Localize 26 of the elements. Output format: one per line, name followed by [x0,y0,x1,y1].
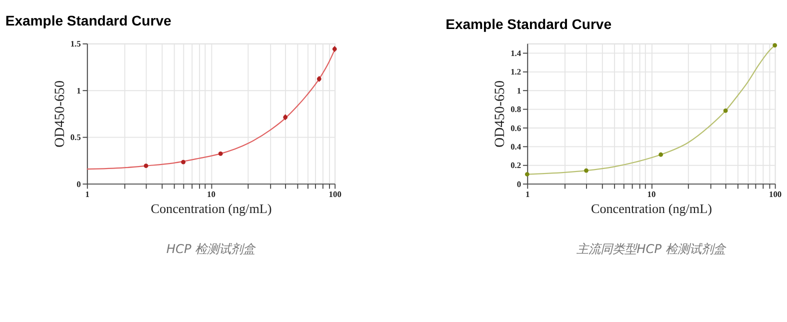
x-tick-label: 10 [207,190,216,200]
x-tick-label: 1 [85,190,90,200]
x-axis-title: Concentration (ng/mL) [150,201,272,216]
text: HCP 检测试剂盒 [166,242,256,256]
chart-title: Example Standard Curve [5,12,172,29]
chart-title: Example Standard Curve [446,16,612,32]
y-axis-title: OD450-650 [52,80,68,148]
x-tick-label: 100 [769,190,782,200]
y-tick-label: 1.5 [70,40,81,49]
y-tick-label: 0.8 [510,105,522,114]
y-tick-label: 0.2 [510,161,522,170]
y-tick-label: 0.5 [70,133,81,142]
y-tick-label: 1 [516,86,522,96]
y-tick-label: 0.6 [510,124,522,133]
y-tick-label: 0 [76,180,81,189]
y-tick-label: 0 [516,180,522,189]
x-axis-title: Concentration (ng/mL) [590,201,712,216]
x-tick-label: 1 [526,190,530,200]
y-tick-label: 0.4 [510,142,522,152]
y-axis-title: OD450-650 [493,80,508,148]
text: 主流同类型HCP 检测试剂盒 [576,242,726,256]
y-tick-label: 1 [76,86,81,96]
y-tick-label: 1.4 [510,49,522,58]
y-tick-label: 1.2 [510,68,522,77]
x-tick-label: 100 [328,190,342,200]
x-tick-label: 10 [647,190,656,200]
